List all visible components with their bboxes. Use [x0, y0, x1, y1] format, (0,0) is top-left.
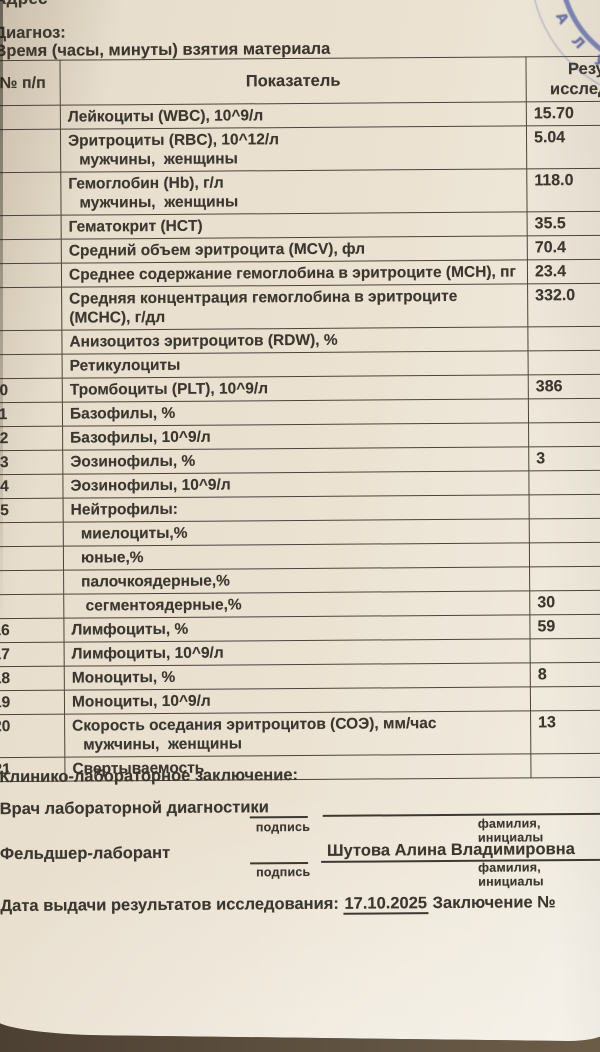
row-number: 7 [0, 287, 62, 331]
row-number [0, 522, 64, 547]
round-stamp-icon: Л А Л У А [530, 0, 600, 103]
row-indicator: Средний объем эритроцита (MCV), фл [61, 235, 528, 264]
table-row: 20 Скорость оседания эритроцитов (СОЭ), м… [0, 709, 600, 758]
row-number: 10 [0, 378, 63, 403]
row-number [0, 570, 64, 595]
row-result [530, 752, 600, 778]
issue-date-value: 17.10.2025 [343, 894, 429, 915]
signature-caption-2: подпись [256, 864, 311, 880]
row-number: 12 [0, 426, 63, 451]
address-line-cut: Адрес [0, 0, 48, 9]
row-number: 4 [0, 215, 62, 240]
diagnosis-label: Диагноз: [0, 23, 66, 43]
row-indicator: Тромбоциты (PLT), 10^9/л [62, 374, 529, 403]
row-indicator: миелоциты,% [63, 518, 530, 547]
signature-caption: подпись [255, 819, 311, 835]
row-result [527, 325, 600, 351]
row-number: 13 [0, 450, 63, 475]
row-result: 35.5 [527, 210, 600, 236]
row-result [529, 493, 600, 519]
row-result: 118.0 [526, 167, 600, 212]
row-result: 59 [529, 613, 600, 639]
row-indicator: Нейтрофилы: [63, 494, 530, 523]
row-result [529, 565, 600, 591]
row-indicator: Моноциты, % [64, 662, 531, 691]
row-indicator: Базофилы, 10^9/л [62, 422, 529, 451]
row-number: 2 [0, 129, 61, 173]
feldsher-label: Фельдшер-лаборант [0, 843, 171, 864]
row-result: 30 [529, 589, 600, 615]
row-result [528, 469, 600, 495]
row-number: 3 [0, 172, 62, 216]
row-number: 19 [0, 690, 65, 715]
row-result [530, 637, 600, 663]
row-indicator: Моноциты, 10^9/л [64, 686, 531, 715]
feldsher-signature-line [249, 845, 309, 865]
row-result: 332.0 [527, 282, 600, 327]
row-indicator: Лимфоциты, 10^9/л [64, 638, 531, 667]
row-number: 14 [0, 474, 64, 499]
row-indicator: Эозинофилы, % [62, 446, 529, 475]
row-number: 8 [0, 330, 63, 355]
conclusion-number-label: Заключение № [432, 893, 556, 913]
row-result: 3 [528, 445, 600, 471]
issue-date-label: Дата выдачи результатов исследования: [0, 894, 339, 916]
row-indicator: Лимфоциты, % [63, 614, 531, 643]
row-number: 15 [0, 498, 64, 523]
name-caption-2: фамилия, инициалы [478, 860, 544, 889]
row-indicator: Гемоглобин (Hb), г/л мужчины, женщины [60, 168, 528, 216]
row-result [528, 421, 600, 447]
table-row: 7Средняя концентрация гемоглобина в эрит… [0, 282, 600, 331]
row-indicator: Средняя концентрация гемоглобина в эритр… [61, 283, 528, 331]
row-result [528, 349, 600, 375]
row-number: 20 [0, 714, 65, 758]
row-indicator: Среднее содержание гемоглобина в эритроц… [61, 259, 528, 288]
row-number: 17 [0, 642, 65, 667]
row-number: 9 [0, 354, 63, 379]
row-result: 13 [530, 709, 600, 754]
header-num: № п/п [0, 60, 61, 106]
row-indicator: Скорость оседания эритроцитов (СОЭ), мм/… [64, 710, 531, 758]
doctor-signature-line [249, 799, 308, 819]
row-indicator: палочкоядерные,% [63, 566, 530, 595]
row-number: 11 [0, 402, 63, 427]
row-result [529, 517, 600, 543]
row-indicator: Базофилы, % [62, 398, 529, 427]
row-result: 23.4 [527, 258, 600, 284]
row-number: 1 [0, 105, 61, 130]
row-indicator: Гематокрит (HCT) [61, 211, 528, 240]
row-indicator: юные,% [63, 542, 530, 571]
issue-date-line: Дата выдачи результатов исследования: 17… [0, 893, 555, 916]
row-number: 16 [0, 618, 65, 643]
row-number: 18 [0, 666, 65, 691]
row-result: 70.4 [527, 234, 600, 260]
row-indicator: сегментоядерные,% [63, 590, 530, 619]
photo-left-edge-shadow [0, 0, 3, 620]
row-indicator: Эозинофилы, 10^9/л [62, 470, 530, 499]
doctor-name-line [322, 796, 600, 817]
row-number: 6 [0, 263, 62, 288]
doctor-label: Врач лабораторной диагностики [0, 798, 269, 819]
row-result [529, 541, 600, 567]
row-result: 8 [530, 661, 600, 687]
row-number [0, 594, 64, 619]
row-indicator: Анизоцитоз эритроцитов (RDW), % [61, 326, 529, 355]
conclusion-label: Клинико-лабораторное заключение: [0, 766, 299, 787]
row-result [530, 685, 600, 711]
row-number [0, 546, 64, 571]
row-result [528, 397, 600, 423]
row-number: 5 [0, 239, 62, 264]
row-indicator: Ретикулоциты [62, 350, 529, 379]
row-result: 386 [528, 373, 600, 399]
